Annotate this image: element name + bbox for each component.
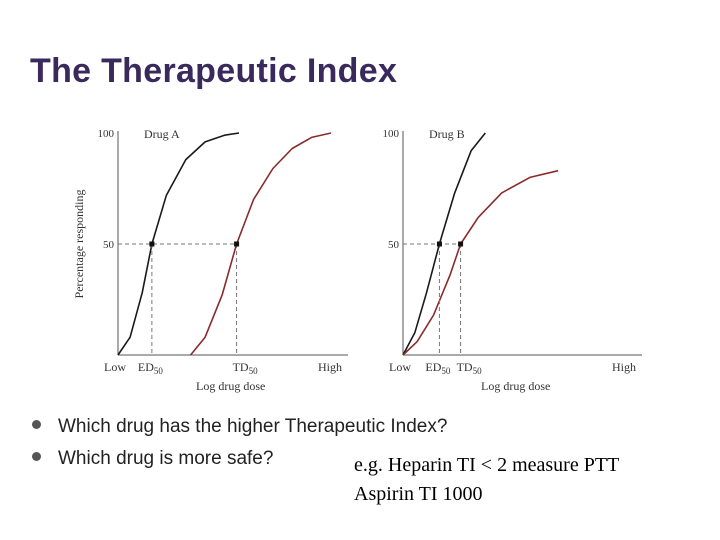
y-tick-label: 50	[103, 239, 115, 251]
panel-label: Drug A	[144, 127, 180, 141]
x-tick-label-low: Low	[389, 360, 411, 374]
td50-marker	[458, 241, 464, 247]
bullet-question-1: Which drug has the higher Therapeutic In…	[32, 416, 447, 438]
td50-marker	[234, 241, 240, 247]
td50-label: TD50	[457, 360, 483, 376]
note-line-aspirin: Aspirin TI 1000	[354, 483, 483, 505]
chart-drug-a: 50 100 Low High Drug A Percentage responding L…	[72, 127, 348, 393]
y-tick-label: 50	[388, 239, 400, 251]
y-tick-label: 100	[383, 128, 400, 140]
y-tick-label: 100	[98, 128, 115, 140]
bullet-text: Which drug has the higher Therapeutic In…	[58, 416, 448, 437]
x-tick-label-high: High	[318, 360, 342, 374]
efficacy-curve	[117, 132, 240, 356]
efficacy-curve	[402, 132, 486, 356]
bullet-dot-icon	[32, 452, 41, 462]
y-axis-title: Percentage responding	[72, 190, 86, 299]
x-axis-title: Log drug dose	[196, 379, 265, 393]
td50-label: TD50	[233, 360, 259, 376]
ed50-label: ED50	[425, 360, 451, 376]
ed50-marker	[436, 241, 442, 247]
toxicity-curve	[189, 132, 332, 356]
x-tick-label-low: Low	[104, 360, 126, 374]
ed50-label: ED50	[138, 360, 164, 376]
panel-label: Drug B	[429, 127, 465, 141]
bullet-text: Which drug is more safe?	[58, 448, 274, 469]
x-tick-label-high: High	[612, 360, 636, 374]
x-axis-title: Log drug dose	[481, 379, 550, 393]
toxicity-curve	[402, 169, 559, 356]
ed50-marker	[149, 241, 155, 247]
note-line-heparin: e.g. Heparin TI < 2 measure PTT	[354, 454, 620, 476]
chart-drug-b: 50 100 Low High Drug B Log drug dose ED50 TD50	[383, 127, 642, 393]
bullet-question-2: Which drug is more safe?	[32, 448, 273, 470]
slide-title: The Therapeutic Index	[30, 52, 398, 90]
example-note: e.g. Heparin TI < 2 measure PTT Aspirin …	[354, 451, 619, 509]
bullet-dot-icon	[32, 420, 41, 430]
